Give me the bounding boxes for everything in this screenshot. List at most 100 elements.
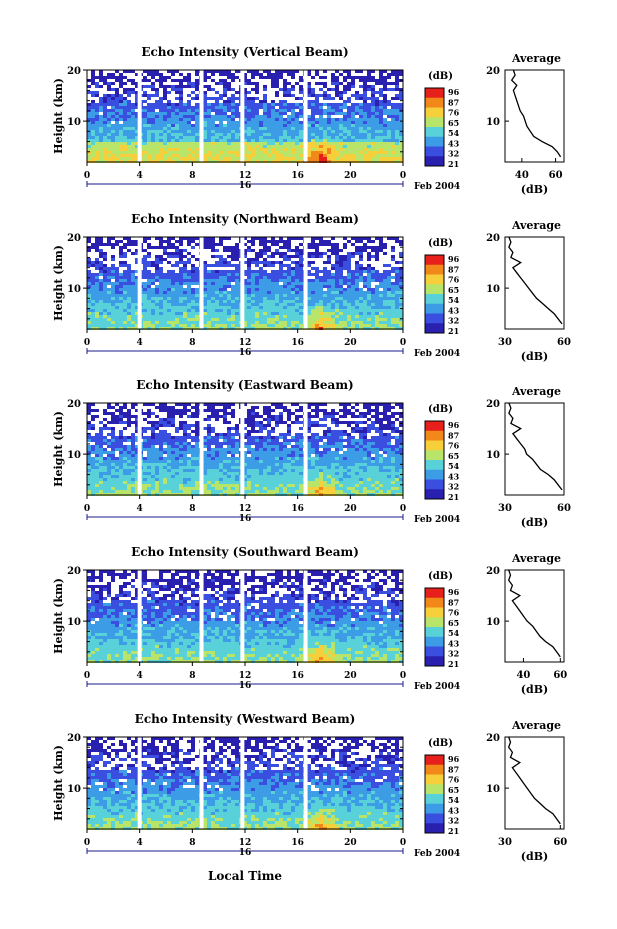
data-gap — [138, 737, 142, 829]
colorbar-cell — [425, 473, 444, 477]
avg-x-tick-label: 60 — [557, 337, 571, 348]
x-tick-label: 0 — [84, 504, 90, 514]
day-label: 16 — [239, 514, 252, 524]
colorbar-cell — [425, 160, 444, 164]
day-label: 16 — [239, 348, 252, 358]
panel-1: Echo Intensity (Northward Beam)1020Heigh… — [52, 212, 571, 363]
panel-title: Echo Intensity (Northward Beam) — [131, 212, 359, 226]
avg-x-tick-label: 40 — [515, 170, 529, 181]
x-tick-label: 8 — [189, 838, 195, 848]
x-tick-label: 0 — [400, 338, 406, 348]
colorbar-cell — [425, 653, 444, 657]
day-label: 16 — [239, 681, 252, 691]
colorbar-label: 76 — [448, 108, 460, 118]
y-tick-label: 20 — [67, 566, 81, 577]
colorbar-cell — [425, 656, 444, 660]
colorbar-cell — [425, 294, 444, 298]
y-tick-label: 10 — [67, 617, 81, 628]
heatmap — [87, 403, 403, 496]
x-tick-label: 4 — [137, 671, 143, 681]
x-tick-label: 20 — [344, 504, 357, 514]
colorbar-cell — [425, 634, 444, 638]
colorbar-cell — [425, 595, 444, 599]
avg-y-tick-label: 10 — [486, 784, 500, 795]
colorbar-cell — [425, 660, 444, 664]
data-gap — [240, 570, 244, 662]
colorbar-cell — [425, 307, 444, 311]
colorbar-label: 32 — [448, 149, 459, 159]
colorbar-cell — [425, 637, 444, 641]
colorbar-cell — [425, 598, 444, 602]
x-tick-label: 4 — [137, 338, 143, 348]
x-tick-label: 8 — [189, 504, 195, 514]
x-tick-label: 16 — [291, 338, 304, 348]
colorbar-label: 87 — [448, 264, 459, 274]
colorbar-cell — [425, 817, 444, 821]
colorbar-cell — [425, 140, 444, 144]
date-label: Feb 2004 — [414, 349, 460, 359]
colorbar-cell — [425, 467, 444, 471]
x-tick-label: 8 — [189, 171, 195, 181]
colorbar-cell — [425, 650, 444, 654]
colorbar-label: 87 — [448, 430, 459, 440]
colorbar-label: 32 — [448, 649, 459, 659]
x-tick-label: 4 — [137, 838, 143, 848]
avg-x-tick-label: 60 — [553, 837, 567, 848]
colorbar-cell — [425, 588, 444, 592]
colorbar-cell — [425, 255, 444, 259]
x-tick-label: 0 — [84, 171, 90, 181]
x-tick-label: 8 — [189, 671, 195, 681]
colorbar-cell — [425, 778, 444, 782]
colorbar-cell — [425, 810, 444, 814]
colorbar-cell — [425, 91, 444, 95]
data-gap — [240, 70, 244, 162]
colorbar-label: 96 — [448, 754, 460, 764]
colorbar-label: 32 — [448, 316, 459, 326]
colorbar-cell — [425, 428, 444, 432]
y-axis-label: Height (km) — [52, 78, 65, 154]
colorbar-cell — [425, 137, 444, 141]
x-tick-label: 4 — [137, 171, 143, 181]
data-gap — [304, 737, 308, 829]
colorbar-label: 21 — [448, 826, 459, 836]
colorbar-cell — [425, 643, 444, 647]
colorbar-label: 21 — [448, 159, 459, 169]
panel-title: Echo Intensity (Vertical Beam) — [141, 45, 348, 59]
colorbar-cell — [425, 327, 444, 331]
data-gap — [304, 570, 308, 662]
colorbar-label: 76 — [448, 441, 460, 451]
data-gap — [240, 737, 244, 829]
x-tick-label: 20 — [344, 671, 357, 681]
x-tick-label: 16 — [291, 171, 304, 181]
colorbar-label: 76 — [448, 775, 460, 785]
colorbar-cell — [425, 460, 444, 464]
colorbar-cell — [425, 284, 444, 288]
colorbar-label: 21 — [448, 492, 459, 502]
colorbar-cell — [425, 758, 444, 762]
colorbar-cell — [425, 768, 444, 772]
date-label: Feb 2004 — [414, 849, 460, 859]
data-gap — [200, 737, 204, 829]
panel-title: Echo Intensity (Southward Beam) — [131, 545, 359, 559]
colorbar-cell — [425, 258, 444, 262]
x-tick-label: 12 — [239, 338, 252, 348]
x-tick-label: 12 — [239, 838, 252, 848]
colorbar-unit: (dB) — [428, 404, 453, 415]
colorbar-cell — [425, 95, 444, 99]
colorbar-cell — [425, 820, 444, 824]
colorbar-cell — [425, 608, 444, 612]
avg-x-axis-label: (dB) — [521, 850, 548, 863]
avg-x-tick-label: 60 — [553, 670, 567, 681]
colorbar-cell — [425, 108, 444, 112]
average-title: Average — [511, 385, 561, 398]
colorbar-unit: (dB) — [428, 738, 453, 749]
colorbar-label: 76 — [448, 275, 460, 285]
panel-title: Echo Intensity (Eastward Beam) — [136, 378, 353, 392]
panel-0: Echo Intensity (Vertical Beam)1020Height… — [52, 45, 564, 196]
average-title: Average — [511, 219, 561, 232]
colorbar-cell — [425, 320, 444, 324]
heatmap — [87, 237, 403, 330]
